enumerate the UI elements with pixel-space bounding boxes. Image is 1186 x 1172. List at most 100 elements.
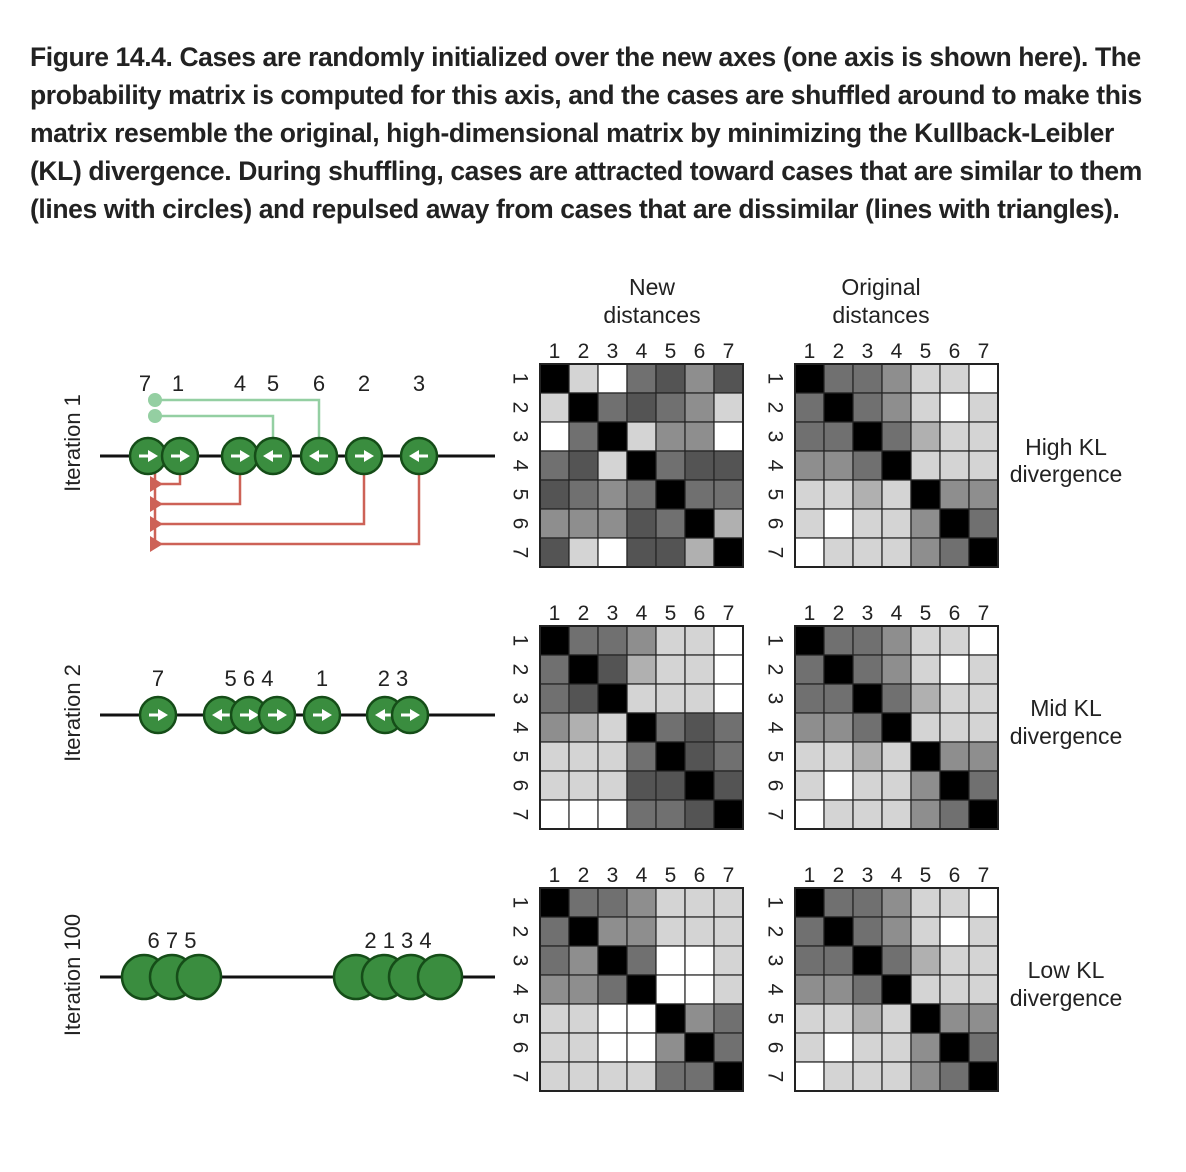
matrix-cell bbox=[968, 683, 999, 714]
matrix-cell bbox=[823, 450, 854, 481]
column-index: 5 bbox=[665, 864, 677, 887]
matrix-cell bbox=[684, 421, 715, 452]
matrix-cell bbox=[713, 974, 744, 1005]
matrix-cell bbox=[881, 945, 912, 976]
matrix-cell bbox=[881, 654, 912, 685]
matrix-cell bbox=[794, 974, 825, 1005]
row-index: 6 bbox=[764, 780, 787, 792]
matrix-cell bbox=[939, 421, 970, 452]
matrix-cell bbox=[852, 479, 883, 510]
iteration-100-axis bbox=[100, 953, 495, 1001]
matrix-cell bbox=[968, 916, 999, 947]
matrix-cell bbox=[626, 537, 657, 568]
attraction-links bbox=[155, 398, 321, 441]
matrix-cell bbox=[852, 741, 883, 772]
matrix-cell bbox=[539, 537, 570, 568]
matrix-cell bbox=[655, 945, 686, 976]
matrix-border bbox=[539, 625, 744, 830]
matrix-cell bbox=[852, 392, 883, 423]
row-index: 3 bbox=[764, 693, 787, 705]
column-index: 3 bbox=[607, 864, 619, 887]
matrix-cell bbox=[684, 916, 715, 947]
matrix-cell bbox=[568, 712, 599, 743]
matrix-cell bbox=[655, 479, 686, 510]
matrix-cell bbox=[568, 1032, 599, 1063]
row-index: 5 bbox=[509, 489, 532, 501]
matrix-cell bbox=[823, 363, 854, 394]
case-nodes bbox=[138, 695, 430, 735]
row-index: 5 bbox=[764, 1013, 787, 1025]
matrix-cell bbox=[684, 508, 715, 539]
iteration-2-axis bbox=[100, 695, 495, 735]
matrix-cell bbox=[939, 654, 970, 685]
matrix-cell bbox=[939, 1003, 970, 1034]
matrix-cell bbox=[881, 770, 912, 801]
arrow-head-icon bbox=[322, 709, 332, 721]
row-index: 7 bbox=[764, 1071, 787, 1083]
row-index: 2 bbox=[509, 402, 532, 414]
matrix-cell bbox=[939, 363, 970, 394]
matrix-cell bbox=[626, 1003, 657, 1034]
iteration-1-axis bbox=[100, 393, 495, 552]
matrix-border bbox=[539, 887, 744, 1092]
matrix-cell bbox=[939, 450, 970, 481]
matrix-cell bbox=[794, 363, 825, 394]
arrow-head-icon bbox=[240, 450, 250, 462]
case-node-5 bbox=[175, 953, 223, 1001]
matrix-cell bbox=[939, 1032, 970, 1063]
matrix-cell bbox=[539, 1003, 570, 1034]
row-index: 2 bbox=[764, 402, 787, 414]
matrix-cell bbox=[852, 712, 883, 743]
matrix-cell bbox=[823, 712, 854, 743]
column-index: 6 bbox=[694, 602, 706, 625]
matrix-cell bbox=[968, 887, 999, 918]
matrix-cell bbox=[823, 625, 854, 656]
matrix-cell bbox=[823, 887, 854, 918]
column-index: 2 bbox=[578, 340, 590, 363]
matrix-cell bbox=[597, 625, 628, 656]
case-label: 5 bbox=[267, 371, 279, 396]
matrix-cell bbox=[539, 712, 570, 743]
matrix-cell bbox=[713, 916, 744, 947]
matrix-cell bbox=[968, 392, 999, 423]
matrix-cell bbox=[655, 450, 686, 481]
matrix-cell bbox=[597, 712, 628, 743]
matrix-cell bbox=[597, 770, 628, 801]
matrix-cell bbox=[626, 741, 657, 772]
matrix-cell bbox=[794, 712, 825, 743]
column-index: 1 bbox=[804, 602, 816, 625]
matrix-cell bbox=[568, 508, 599, 539]
divergence-label-2-line1: Mid KL bbox=[1030, 695, 1102, 721]
matrix-cell bbox=[910, 450, 941, 481]
attraction-circle-marker bbox=[148, 393, 162, 407]
matrix-cell bbox=[713, 1003, 744, 1034]
matrix-cell bbox=[968, 363, 999, 394]
matrix-cell bbox=[626, 916, 657, 947]
matrix-cell bbox=[794, 1003, 825, 1034]
matrix-cell bbox=[939, 712, 970, 743]
matrix-cell bbox=[539, 508, 570, 539]
column-index: 4 bbox=[891, 864, 903, 887]
matrix-cell bbox=[713, 1061, 744, 1092]
matrix-cell bbox=[852, 508, 883, 539]
row-index: 5 bbox=[509, 1013, 532, 1025]
matrix-cell bbox=[684, 392, 715, 423]
matrix-cell bbox=[597, 1032, 628, 1063]
matrix-cell bbox=[823, 683, 854, 714]
matrix-cell bbox=[597, 479, 628, 510]
matrix-cell bbox=[713, 363, 744, 394]
row-index: 2 bbox=[509, 664, 532, 676]
row-index: 7 bbox=[509, 1071, 532, 1083]
row-index: 1 bbox=[509, 373, 532, 385]
matrix-cell bbox=[910, 537, 941, 568]
matrix-cell bbox=[939, 741, 970, 772]
matrix-cell bbox=[684, 654, 715, 685]
case-label: 2 1 3 4 bbox=[364, 928, 431, 953]
matrix-cell bbox=[626, 654, 657, 685]
matrix-cell bbox=[823, 479, 854, 510]
matrix-cell bbox=[852, 450, 883, 481]
matrix-cell bbox=[881, 421, 912, 452]
matrix-cell bbox=[626, 770, 657, 801]
